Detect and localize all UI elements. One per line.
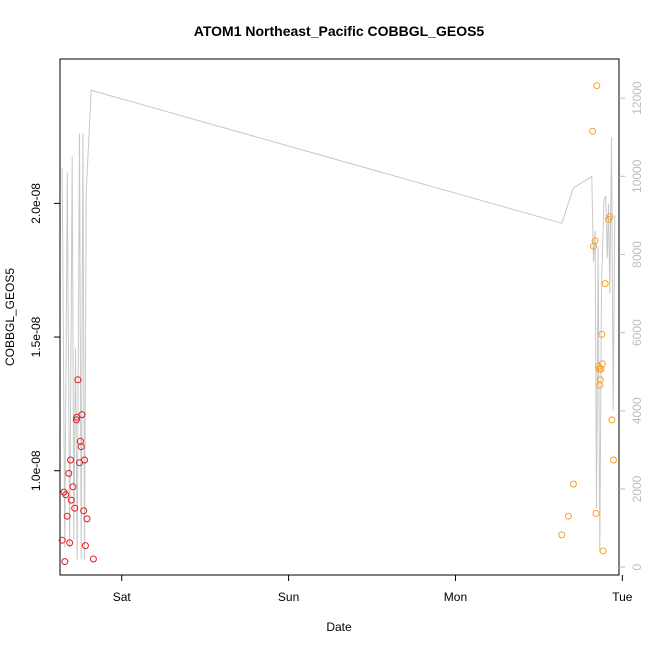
data-point-s1-10 <box>71 504 79 512</box>
data-point-s1-5 <box>65 469 73 477</box>
data-point-s2-7 <box>593 82 601 90</box>
y2-tick-label: 10000 <box>630 159 644 193</box>
data-point-s1-22 <box>89 555 97 563</box>
data-point-s2-11 <box>596 376 604 384</box>
altitude-line <box>61 89 616 560</box>
y-axis-label: COBBGL_GEOS5 <box>3 268 17 366</box>
plot-frame <box>59 58 620 576</box>
data-point-s2-2 <box>569 480 577 488</box>
x-axis: Sat Sun Mon Tue <box>113 575 633 604</box>
data-point-s1-8 <box>67 496 75 504</box>
data-point-s2-10 <box>596 381 604 389</box>
data-point-s1-6 <box>66 539 74 547</box>
data-point-s2-0 <box>558 531 566 539</box>
altitude-line-layer <box>61 89 616 560</box>
data-point-s2-15 <box>599 547 607 555</box>
data-point-s1-9 <box>69 483 77 491</box>
y2-tick-label: 2000 <box>630 475 644 502</box>
data-point-s2-18 <box>606 213 614 221</box>
data-point-s2-16 <box>601 280 609 288</box>
x-tick-label: Sun <box>278 590 299 604</box>
y-axis-left: 1.0e-08 1.5e-08 2.0e-08 <box>29 183 60 491</box>
y2-tick-label: 0 <box>630 564 644 571</box>
y2-tick-label: 4000 <box>630 397 644 424</box>
data-points-layer <box>58 82 617 566</box>
data-point-s1-21 <box>83 515 91 523</box>
data-point-s1-7 <box>67 456 74 464</box>
x-axis-label: Date <box>326 620 352 634</box>
y-tick-label: 1.5e-08 <box>29 316 43 357</box>
data-point-s1-0 <box>58 536 66 544</box>
data-point-s2-3 <box>589 127 597 135</box>
x-tick-label: Mon <box>444 590 467 604</box>
x-tick-label: Sat <box>113 590 132 604</box>
data-point-s1-17 <box>78 411 86 419</box>
x-tick-label: Tue <box>612 590 633 604</box>
y2-tick-label: 12000 <box>630 81 644 115</box>
data-point-s1-2 <box>61 558 69 566</box>
data-point-s1-15 <box>76 437 84 445</box>
y-tick-label: 2.0e-08 <box>29 183 43 224</box>
data-point-s2-19 <box>608 416 616 424</box>
y-tick-label: 1.0e-08 <box>29 450 43 491</box>
chart-title: ATOM1 Northeast_Pacific COBBGL_GEOS5 <box>194 23 485 39</box>
y2-tick-label: 8000 <box>630 241 644 268</box>
data-point-s1-16 <box>77 443 85 451</box>
data-point-s1-12 <box>73 413 81 421</box>
data-point-s1-11 <box>72 416 80 424</box>
data-point-s2-14 <box>598 360 606 368</box>
data-point-s2-13 <box>598 330 606 338</box>
data-point-s2-20 <box>610 456 617 464</box>
data-point-s1-19 <box>81 456 88 464</box>
y2-tick-label: 6000 <box>630 319 644 346</box>
data-point-s1-4 <box>63 512 71 520</box>
data-point-s1-3 <box>62 491 70 499</box>
data-point-s1-18 <box>80 507 88 515</box>
data-point-s1-20 <box>81 542 89 550</box>
data-point-s2-5 <box>591 237 599 245</box>
data-point-s2-1 <box>564 512 572 520</box>
data-point-s2-6 <box>592 510 600 517</box>
data-point-s1-13 <box>74 376 82 384</box>
y-axis-right: 0 2000 4000 6000 8000 10000 12000 <box>619 81 644 571</box>
